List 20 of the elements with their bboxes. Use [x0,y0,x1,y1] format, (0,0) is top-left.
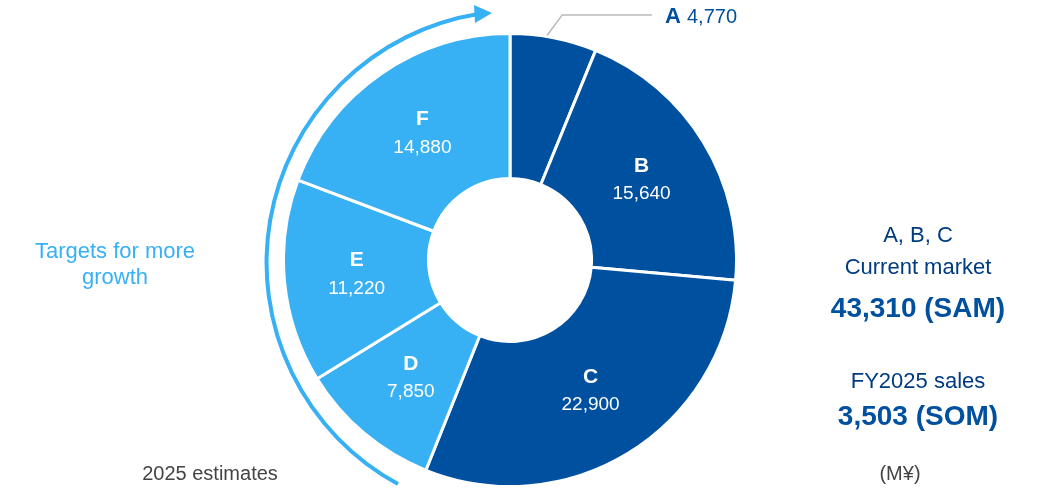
slice-label: A [665,3,682,29]
slice-label: C [582,364,599,388]
text: 3,503 (SOM) [836,400,1000,432]
text: (M¥) [878,462,922,485]
text: A, B, C [882,222,954,248]
slice-label: B [633,152,650,176]
text: FY2025 sales [849,368,987,394]
text: Current market [843,254,993,280]
slice-label: D [403,350,419,374]
data-label: 7,850 [387,380,435,402]
slice-label: F [415,106,429,130]
data-label: 11,220 [328,276,386,298]
data-label: 15,640 [612,182,671,204]
text: Targets for more growth [33,238,197,290]
data-label: 22,900 [561,393,620,415]
data-label: 4,770 [687,4,738,27]
text: 2025 estimates [141,462,279,485]
data-label: 14,880 [393,135,452,157]
text: 43,310 (SAM) [829,292,1007,324]
slice-label: E [349,247,364,271]
